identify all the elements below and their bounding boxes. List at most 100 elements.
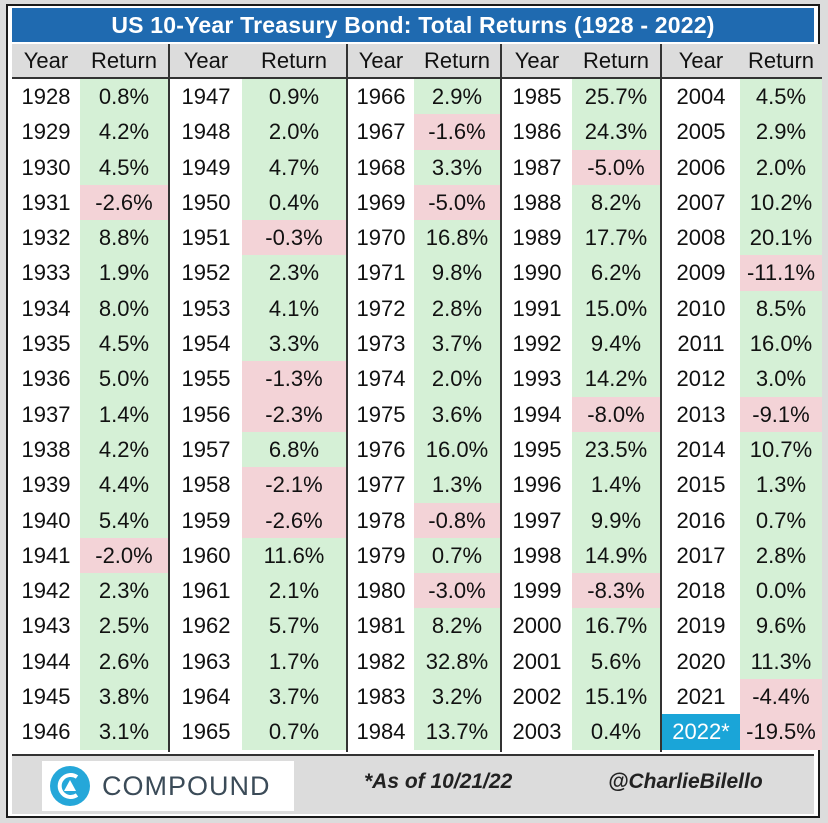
table-row: 1951 -0.3%	[170, 220, 346, 256]
return-cell: 4.4%	[80, 467, 168, 503]
return-cell: 1.3%	[414, 467, 500, 503]
return-cell: 9.4%	[572, 326, 660, 362]
return-cell: 3.8%	[80, 679, 168, 715]
return-cell: 14.2%	[572, 361, 660, 397]
year-cell: 2004	[662, 79, 740, 115]
table-row: 1946 3.1%	[12, 714, 168, 750]
year-cell: 1940	[12, 502, 80, 538]
return-cell: 0.4%	[242, 184, 346, 221]
return-cell: 1.4%	[80, 396, 168, 432]
compound-logo: COMPOUND	[42, 761, 294, 811]
return-cell: -5.0%	[572, 149, 660, 185]
return-cell: 1.4%	[572, 467, 660, 503]
year-cell: 1967	[348, 114, 414, 150]
year-cell: 2013	[662, 396, 740, 432]
table-row: 1976 16.0%	[348, 431, 500, 468]
year-cell: 2022*	[662, 714, 740, 750]
table-row: 1987 -5.0%	[502, 149, 660, 185]
table-row: 1955 -1.3%	[170, 361, 346, 397]
return-cell: -9.1%	[740, 396, 822, 432]
year-cell: 1947	[170, 79, 242, 115]
return-cell: 1.9%	[80, 255, 168, 291]
table-row: 2001 5.6%	[502, 643, 660, 680]
table-row: 1935 4.5%	[12, 326, 168, 362]
return-cell: 24.3%	[572, 114, 660, 150]
return-cell: 8.2%	[572, 184, 660, 221]
table-row: 2000 16.7%	[502, 608, 660, 644]
year-cell: 1998	[502, 537, 572, 574]
table-row: 1994 -8.0%	[502, 396, 660, 432]
year-cell: 2019	[662, 608, 740, 644]
table-row: 1973 3.7%	[348, 326, 500, 362]
chart-title: US 10-Year Treasury Bond: Total Returns …	[12, 8, 814, 42]
return-cell: 2.0%	[414, 361, 500, 397]
table-column-group: Year Return 1947 0.9% 1948 2.0% 1949 4.7% 1950 0.…	[170, 44, 348, 752]
year-cell: 1984	[348, 714, 414, 750]
return-cell: 2.0%	[740, 149, 822, 185]
table-row: 1991 15.0%	[502, 290, 660, 327]
year-cell: 1934	[12, 290, 80, 327]
table-row: 2022* -19.5%	[662, 714, 822, 750]
table-row: 1942 2.3%	[12, 573, 168, 609]
table-row: 1993 14.2%	[502, 361, 660, 397]
table-row: 2007 10.2%	[662, 184, 822, 221]
year-cell: 2018	[662, 573, 740, 609]
return-cell: 6.8%	[242, 431, 346, 468]
return-header: Return	[260, 48, 328, 73]
table-row: 1929 4.2%	[12, 114, 168, 150]
returns-table: Year Return 1928 0.8% 1929 4.2% 1930 4.5% 1931 -2…	[12, 44, 822, 752]
year-cell: 1954	[170, 326, 242, 362]
year-cell: 1957	[170, 431, 242, 468]
year-cell: 1973	[348, 326, 414, 362]
table-row: 1998 14.9%	[502, 537, 660, 574]
year-cell: 1948	[170, 114, 242, 150]
table-row: 1979 0.7%	[348, 537, 500, 574]
year-cell: 1977	[348, 467, 414, 503]
return-cell: 0.0%	[740, 573, 822, 609]
return-cell: 8.8%	[80, 220, 168, 256]
year-cell: 1972	[348, 290, 414, 327]
table-row: 1959 -2.6%	[170, 502, 346, 538]
year-cell: 1979	[348, 537, 414, 574]
year-cell: 1986	[502, 114, 572, 150]
return-cell: 3.6%	[414, 396, 500, 432]
year-cell: 1935	[12, 326, 80, 362]
year-cell: 1988	[502, 184, 572, 221]
return-cell: -1.3%	[242, 361, 346, 397]
return-cell: 4.5%	[740, 79, 822, 115]
return-cell: -0.8%	[414, 502, 500, 538]
year-cell: 1971	[348, 255, 414, 291]
table-row: 1990 6.2%	[502, 255, 660, 291]
return-cell: 3.1%	[80, 714, 168, 750]
table-row: 1940 5.4%	[12, 502, 168, 538]
as-of-note: *As of 10/21/22	[364, 770, 513, 793]
return-cell: 4.2%	[80, 431, 168, 468]
table-row: 1941 -2.0%	[12, 537, 168, 574]
return-cell: 20.1%	[740, 220, 822, 256]
year-cell: 1969	[348, 184, 414, 221]
year-cell: 1978	[348, 502, 414, 538]
table-row: 1968 3.3%	[348, 149, 500, 185]
year-cell: 1983	[348, 679, 414, 715]
return-cell: 2.9%	[414, 79, 500, 115]
year-header: Year	[514, 48, 560, 73]
table-row: 1961 2.1%	[170, 573, 346, 609]
return-cell: 5.0%	[80, 361, 168, 397]
table-row: 1965 0.7%	[170, 714, 346, 750]
table-row: 1984 13.7%	[348, 714, 500, 750]
table-row: 1988 8.2%	[502, 184, 660, 221]
return-cell: 2.5%	[80, 608, 168, 644]
table-row: 1932 8.8%	[12, 220, 168, 256]
return-cell: 3.3%	[414, 149, 500, 185]
table-row: 2013 -9.1%	[662, 396, 822, 432]
year-cell: 1959	[170, 502, 242, 538]
year-cell: 2020	[662, 643, 740, 680]
table-row: 2011 16.0%	[662, 326, 822, 362]
year-cell: 1928	[12, 79, 80, 115]
return-cell: 9.6%	[740, 608, 822, 644]
table-column-group: Year Return 1966 2.9% 1967 -1.6% 1968 3.3% 1969-…	[348, 44, 502, 752]
table-row: 1964 3.7%	[170, 679, 346, 715]
table-row: 2017 2.8%	[662, 537, 822, 574]
year-header: Year	[358, 48, 404, 73]
table-row: 1971 9.8%	[348, 255, 500, 291]
